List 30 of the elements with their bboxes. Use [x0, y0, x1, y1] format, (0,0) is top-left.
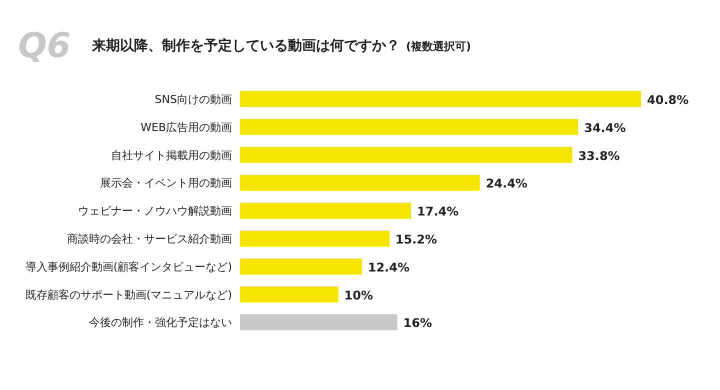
bar [240, 258, 362, 274]
data-label: 12.4% [368, 260, 410, 274]
y-tick-label: ウェビナー・ノウハウ解説動画 [78, 204, 232, 218]
chart-title: 来期以降、制作を予定している動画は何ですか？ [91, 37, 400, 54]
bar [240, 91, 641, 107]
bar [240, 314, 398, 330]
y-tick-label: WEB広告用の動画 [140, 120, 232, 134]
y-tick-label: 導入事例紹介動画(顧客インタビューなど) [25, 260, 232, 274]
y-tick-label: 展示会・イベント用の動画 [100, 176, 232, 190]
data-label: 10% [344, 288, 374, 302]
y-tick-label: 既存顧客のサポート動画(マニュアルなど) [25, 288, 232, 302]
data-label: 17.4% [417, 204, 459, 219]
bar [240, 202, 412, 219]
bar [240, 146, 572, 163]
y-tick-label: 今後の制作・強化予定はない [89, 316, 232, 330]
text: Q6 [18, 26, 71, 66]
bar [240, 118, 578, 135]
bar [240, 174, 480, 191]
chart-subtitle: (複数選択可) [406, 40, 472, 53]
y-tick-label: SNS向けの動画 [154, 93, 232, 106]
data-label: 33.8% [578, 148, 620, 163]
data-label: 34.4% [584, 120, 626, 135]
data-label: 40.8% [647, 93, 689, 107]
data-label: 16% [403, 316, 432, 330]
y-tick-label: 自社サイト掲載用の動画 [111, 148, 232, 162]
data-label: 15.2% [395, 232, 438, 246]
bar [240, 230, 390, 246]
bar [240, 286, 338, 302]
y-tick-label: 商談時の会社・サービス紹介動画 [67, 232, 232, 246]
data-label: 24.4% [486, 176, 528, 191]
